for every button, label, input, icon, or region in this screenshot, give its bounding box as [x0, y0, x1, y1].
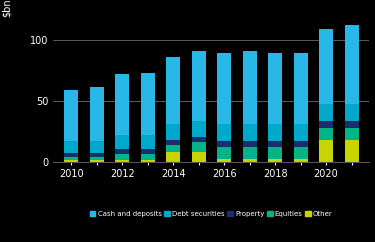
Bar — [192, 142, 206, 152]
Bar — [141, 154, 154, 160]
Bar — [192, 51, 206, 121]
Bar — [64, 153, 78, 157]
Bar — [141, 73, 154, 135]
Bar — [217, 124, 231, 141]
Bar — [115, 135, 129, 150]
Bar — [243, 124, 256, 141]
Bar — [192, 137, 206, 142]
Bar — [319, 140, 333, 162]
Bar — [217, 141, 231, 147]
Bar — [345, 140, 358, 162]
Bar — [268, 124, 282, 141]
Bar — [243, 147, 256, 159]
Bar — [243, 51, 256, 124]
Bar — [166, 152, 180, 162]
Bar — [345, 25, 358, 104]
Bar — [141, 135, 154, 150]
Bar — [115, 150, 129, 154]
Bar — [319, 128, 333, 140]
Bar — [345, 104, 358, 121]
Bar — [294, 159, 308, 162]
Bar — [64, 90, 78, 141]
Bar — [64, 141, 78, 153]
Bar — [294, 53, 308, 124]
Bar — [294, 141, 308, 147]
Bar — [166, 57, 180, 124]
Bar — [166, 140, 180, 144]
Bar — [268, 147, 282, 159]
Bar — [90, 87, 104, 141]
Bar — [115, 154, 129, 160]
Legend: Cash and deposits, Debt securities, Property, Equities, Other: Cash and deposits, Debt securities, Prop… — [87, 208, 336, 220]
Bar — [268, 141, 282, 147]
Bar — [90, 160, 104, 162]
Bar — [115, 160, 129, 162]
Bar — [90, 157, 104, 160]
Bar — [345, 128, 358, 140]
Bar — [64, 160, 78, 162]
Bar — [268, 53, 282, 124]
Bar — [243, 159, 256, 162]
Bar — [268, 159, 282, 162]
Bar — [192, 121, 206, 137]
Bar — [243, 141, 256, 147]
Bar — [115, 74, 129, 135]
Bar — [217, 159, 231, 162]
Y-axis label: $bn: $bn — [2, 0, 12, 17]
Bar — [319, 29, 333, 104]
Bar — [166, 144, 180, 152]
Bar — [64, 157, 78, 160]
Bar — [217, 147, 231, 159]
Bar — [217, 53, 231, 124]
Bar — [166, 124, 180, 140]
Bar — [141, 160, 154, 162]
Bar — [294, 147, 308, 159]
Bar — [192, 152, 206, 162]
Bar — [141, 150, 154, 154]
Bar — [294, 124, 308, 141]
Bar — [90, 153, 104, 157]
Bar — [345, 121, 358, 128]
Bar — [319, 104, 333, 121]
Bar — [90, 141, 104, 153]
Bar — [319, 121, 333, 128]
